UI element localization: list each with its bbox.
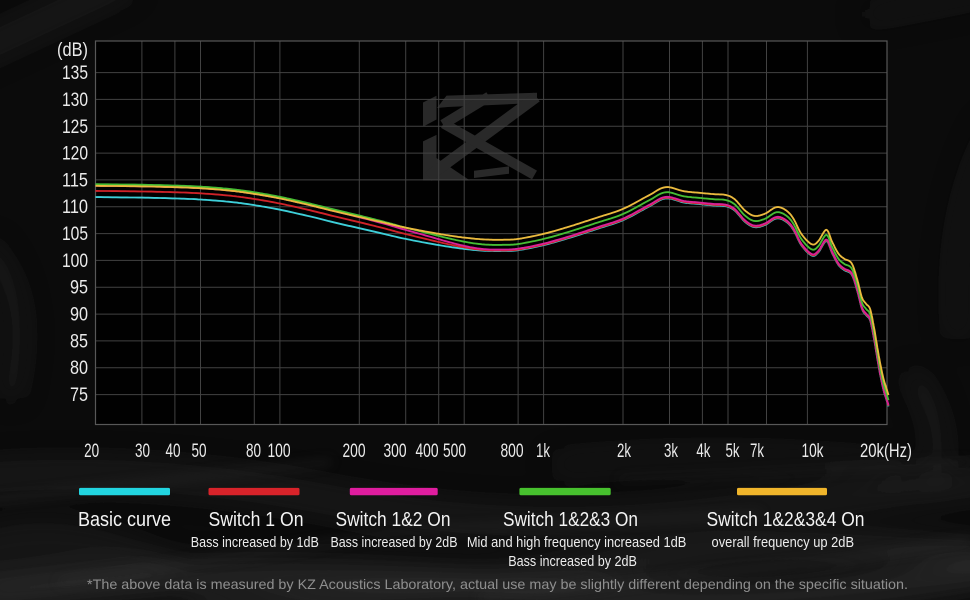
svg-text:100: 100 bbox=[268, 441, 291, 462]
svg-text:3k: 3k bbox=[664, 441, 678, 462]
svg-text:800: 800 bbox=[501, 441, 524, 462]
svg-text:Switch 1&2&3 On: Switch 1&2&3 On bbox=[503, 509, 638, 531]
svg-text:105: 105 bbox=[62, 224, 88, 245]
svg-text:40: 40 bbox=[166, 441, 181, 462]
svg-text:Switch 1 On: Switch 1 On bbox=[209, 509, 304, 531]
svg-text:130: 130 bbox=[62, 90, 88, 111]
svg-text:30: 30 bbox=[135, 441, 150, 462]
svg-text:110: 110 bbox=[62, 197, 88, 218]
svg-text:20: 20 bbox=[84, 441, 99, 462]
svg-text:75: 75 bbox=[70, 385, 88, 406]
svg-text:500: 500 bbox=[443, 441, 466, 462]
svg-text:85: 85 bbox=[70, 331, 88, 352]
svg-text:4k: 4k bbox=[696, 441, 710, 462]
svg-text:90: 90 bbox=[70, 305, 88, 326]
svg-text:200: 200 bbox=[343, 441, 366, 462]
svg-text:50: 50 bbox=[192, 441, 207, 462]
svg-text:20k(Hz): 20k(Hz) bbox=[860, 441, 912, 462]
svg-text:Switch 1&2 On: Switch 1&2 On bbox=[336, 509, 451, 531]
svg-text:100: 100 bbox=[62, 251, 88, 272]
svg-text:10k: 10k bbox=[802, 441, 824, 462]
svg-text:300: 300 bbox=[384, 441, 407, 462]
svg-text:overall frequency up 2dB: overall frequency up 2dB bbox=[712, 535, 855, 551]
svg-text:Bass increased by 1dB: Bass increased by 1dB bbox=[191, 535, 319, 551]
svg-text:*The above data is measured by: *The above data is measured by KZ Acoust… bbox=[87, 576, 908, 592]
svg-text:7k: 7k bbox=[750, 441, 764, 462]
svg-text:95: 95 bbox=[70, 278, 88, 299]
svg-text:2k: 2k bbox=[617, 441, 631, 462]
svg-text:400: 400 bbox=[416, 441, 439, 462]
svg-text:115: 115 bbox=[62, 170, 88, 191]
svg-text:Mid and high frequency increas: Mid and high frequency increased 1dB bbox=[467, 535, 687, 551]
svg-text:5k: 5k bbox=[726, 441, 740, 462]
svg-text:Bass increased by 2dB: Bass increased by 2dB bbox=[331, 535, 458, 551]
svg-text:135: 135 bbox=[62, 63, 88, 84]
svg-text:Bass increased by 2dB: Bass increased by 2dB bbox=[508, 554, 637, 570]
svg-text:(dB): (dB) bbox=[57, 40, 88, 61]
svg-text:120: 120 bbox=[62, 144, 88, 165]
svg-text:1k: 1k bbox=[536, 441, 550, 462]
svg-text:80: 80 bbox=[70, 358, 88, 379]
svg-text:125: 125 bbox=[62, 117, 88, 138]
svg-text:80: 80 bbox=[246, 441, 261, 462]
svg-text:Basic curve: Basic curve bbox=[78, 509, 171, 531]
svg-text:Switch 1&2&3&4 On: Switch 1&2&3&4 On bbox=[707, 509, 865, 531]
